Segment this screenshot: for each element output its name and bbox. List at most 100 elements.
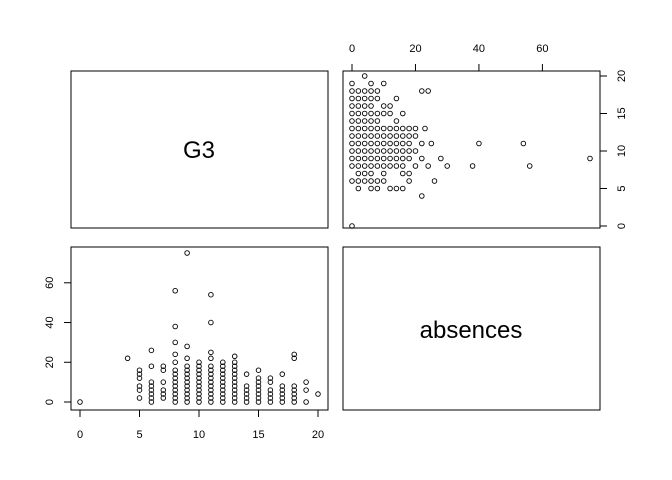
data-point (172, 287, 178, 294)
data-point (368, 178, 374, 184)
data-point (361, 148, 368, 154)
bottom-axis-tick-label: 15 (252, 429, 264, 441)
data-point (349, 110, 355, 117)
data-point (160, 395, 167, 401)
data-point (148, 395, 155, 401)
data-point (412, 125, 419, 132)
data-point (231, 371, 238, 377)
data-point (279, 383, 286, 389)
data-point (77, 399, 83, 405)
data-point (412, 163, 419, 169)
right-axis-tick-label: 5 (616, 185, 628, 191)
data-point (361, 88, 368, 94)
data-point (368, 163, 374, 169)
data-point (406, 148, 412, 154)
data-point (136, 387, 143, 393)
data-point (279, 399, 286, 405)
data-point (380, 125, 387, 132)
data-point (349, 178, 355, 184)
data-point (220, 399, 226, 405)
data-point (255, 379, 262, 385)
data-point (196, 379, 202, 385)
data-point (243, 387, 250, 393)
right-axis-tick-label: 20 (616, 70, 628, 82)
data-point (231, 379, 238, 385)
data-point (136, 371, 143, 377)
top-axis-absences: 0 20 40 60 (349, 43, 549, 72)
data-point (368, 88, 374, 94)
data-point (172, 391, 178, 397)
data-point (361, 73, 368, 79)
data-point (349, 80, 355, 87)
data-point (184, 363, 190, 369)
data-point (148, 347, 155, 354)
data-point (184, 375, 190, 381)
data-point (387, 103, 393, 109)
data-point (148, 363, 155, 369)
data-point (208, 399, 214, 405)
data-point (148, 387, 155, 393)
data-point (374, 133, 381, 139)
data-point (124, 355, 131, 362)
data-point (196, 399, 202, 405)
data-point (255, 395, 262, 401)
data-point (412, 148, 419, 154)
data-point (172, 379, 178, 385)
data-point (400, 170, 406, 177)
data-point (361, 178, 368, 184)
data-point (368, 170, 374, 177)
data-point (374, 125, 381, 132)
data-point (291, 355, 297, 362)
data-point (160, 379, 167, 385)
data-point (355, 148, 362, 154)
bottom-axis-tick-label: 0 (77, 429, 83, 441)
data-point (160, 391, 167, 397)
data-point (393, 155, 400, 162)
data-point (387, 185, 393, 192)
data-point (438, 155, 444, 162)
data-point (587, 155, 593, 162)
data-point (355, 133, 362, 139)
data-point (291, 351, 297, 358)
data-point (419, 88, 425, 94)
data-point (380, 133, 387, 139)
data-point (231, 387, 238, 393)
data-point (172, 375, 178, 381)
data-point (267, 395, 274, 401)
data-point (196, 367, 202, 373)
data-point (374, 163, 381, 169)
data-point (220, 363, 226, 369)
data-point (267, 399, 274, 405)
data-point (196, 371, 202, 377)
data-point (255, 387, 262, 393)
data-point (361, 110, 368, 117)
data-point (355, 125, 362, 132)
data-point (355, 88, 362, 94)
right-axis-tick-label: 0 (616, 223, 628, 229)
panel-g3-vs-absences (70, 246, 329, 411)
data-point (231, 363, 238, 369)
data-point (267, 379, 274, 385)
data-point (412, 133, 419, 139)
data-point (184, 383, 190, 389)
diagonal-label-g3: G3 (183, 137, 215, 164)
data-point (374, 110, 381, 117)
data-point (444, 163, 450, 169)
data-point (184, 355, 190, 362)
data-point (374, 95, 381, 102)
bottom-axis-g3: 0 5 10 15 20 (77, 409, 324, 441)
data-point (255, 383, 262, 389)
data-point (291, 383, 297, 389)
data-point (303, 387, 309, 393)
data-point (368, 110, 374, 117)
data-point (368, 140, 374, 147)
data-point (400, 185, 406, 192)
data-point (160, 367, 167, 373)
data-point (361, 170, 368, 177)
data-point (243, 371, 250, 377)
data-point (368, 185, 374, 192)
data-point (208, 379, 214, 385)
data-point (303, 379, 309, 385)
data-point (184, 391, 190, 397)
data-point (393, 95, 400, 102)
